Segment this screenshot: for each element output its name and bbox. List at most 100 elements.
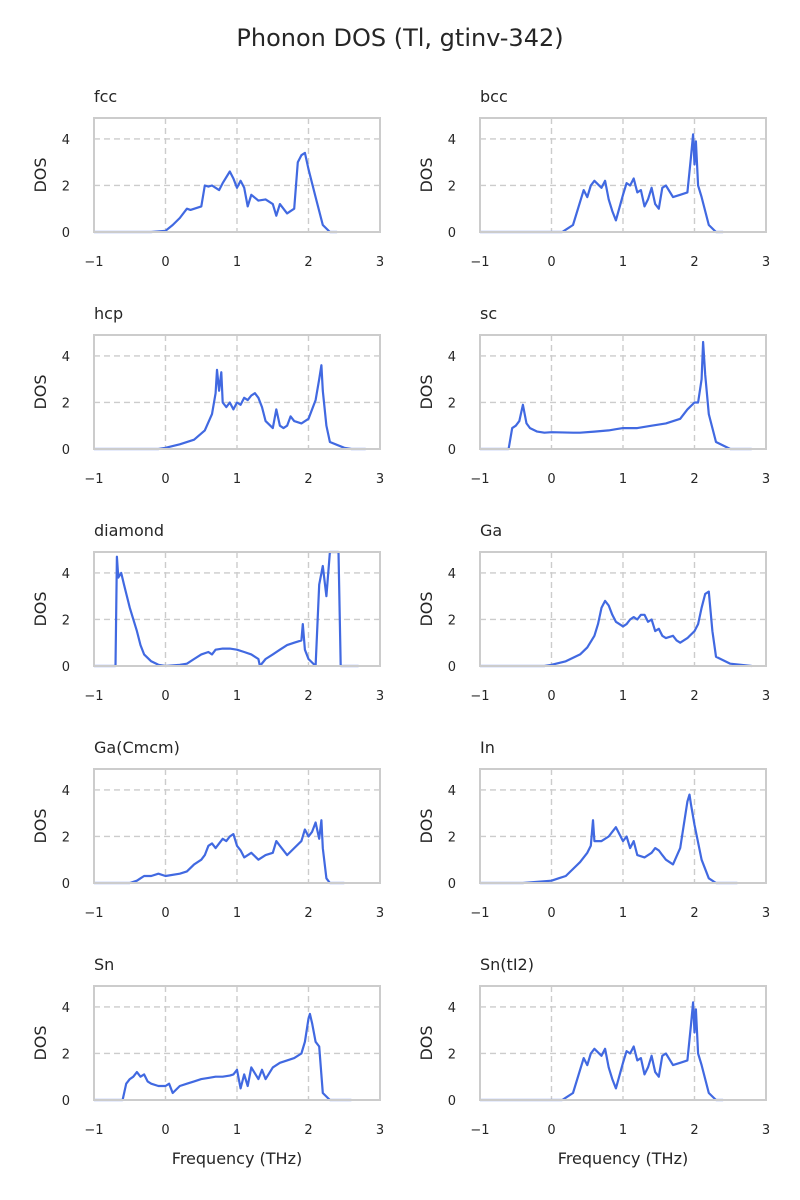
y-axis-label: DOS	[417, 1025, 436, 1060]
x-tick-label: 3	[762, 472, 770, 487]
x-tick-label: 2	[690, 472, 698, 487]
y-axis-label: DOS	[417, 374, 436, 409]
axes-frame	[479, 334, 767, 450]
panel-title: sc	[480, 304, 497, 323]
x-tick-label: −1	[84, 1123, 103, 1138]
y-tick-label: 0	[62, 877, 70, 892]
panel-in: In −1 0 1 2 3 0 2 4 DOS	[417, 738, 770, 921]
x-tick-label: 1	[619, 255, 627, 270]
y-tick-label: 2	[62, 396, 70, 411]
x-tick-label: −1	[84, 472, 103, 487]
panel-ga-cmcm-: Ga(Cmcm) −1 0 1 2 3 0 2 4 DOS	[31, 738, 384, 921]
dos-line	[480, 590, 752, 668]
y-tick-label: 4	[448, 133, 456, 148]
y-tick-label: 0	[448, 226, 456, 241]
dos-line	[94, 151, 338, 234]
y-axis-label: DOS	[31, 374, 50, 409]
dos-line	[480, 340, 752, 451]
x-tick-label: 1	[233, 472, 241, 487]
x-tick-label: 2	[690, 1123, 698, 1138]
x-tick-label: 2	[304, 689, 312, 704]
panel-diamond: diamond −1 0 1 2 3 0 2 4 DOS	[31, 521, 384, 704]
y-tick-label: 2	[62, 179, 70, 194]
x-tick-label: 0	[161, 689, 169, 704]
y-tick-label: 0	[62, 226, 70, 241]
y-axis-label: DOS	[417, 808, 436, 843]
axes-frame	[93, 551, 381, 667]
axes-frame	[479, 551, 767, 667]
panel-grid: fcc −1 0 1 2 3 0 2 4 DOS bcc −1 0 1 2 3 0 2 4 DOS hcp −1 0 1 2 3 0…	[31, 87, 770, 1168]
x-tick-label: 2	[304, 472, 312, 487]
panel-title: In	[480, 738, 495, 757]
dos-line	[480, 133, 724, 234]
y-tick-label: 2	[448, 613, 456, 628]
x-tick-label: 0	[547, 906, 555, 921]
x-tick-label: 3	[762, 255, 770, 270]
x-tick-label: 0	[161, 1123, 169, 1138]
x-tick-label: 0	[161, 255, 169, 270]
panel-sn: Sn −1 0 1 2 3 0 2 4 DOS Frequency (THz)	[31, 955, 384, 1168]
x-tick-label: 2	[690, 689, 698, 704]
y-axis-label: DOS	[31, 808, 50, 843]
dos-line	[94, 1012, 352, 1102]
y-tick-label: 4	[62, 567, 70, 582]
x-tick-label: 1	[233, 689, 241, 704]
panel-hcp: hcp −1 0 1 2 3 0 2 4 DOS	[31, 304, 384, 487]
x-tick-label: −1	[470, 472, 489, 487]
panel-title: bcc	[480, 87, 508, 106]
panel-title: Ga	[480, 521, 502, 540]
y-tick-label: 4	[448, 567, 456, 582]
x-tick-label: 0	[547, 472, 555, 487]
x-tick-label: 1	[233, 1123, 241, 1138]
x-tick-label: 1	[619, 906, 627, 921]
y-tick-label: 4	[448, 784, 456, 799]
y-tick-label: 4	[448, 350, 456, 365]
x-tick-label: 0	[547, 689, 555, 704]
y-tick-label: 2	[62, 1047, 70, 1062]
dos-line	[94, 819, 345, 885]
x-tick-label: 3	[376, 472, 384, 487]
x-tick-label: 2	[304, 1123, 312, 1138]
x-tick-label: 3	[376, 689, 384, 704]
y-tick-label: 4	[62, 1001, 70, 1016]
x-tick-label: 2	[304, 255, 312, 270]
x-tick-label: 3	[376, 255, 384, 270]
panel-title: Ga(Cmcm)	[94, 738, 180, 757]
x-tick-label: −1	[84, 906, 103, 921]
axes-frame	[93, 768, 381, 884]
x-tick-label: −1	[470, 1123, 489, 1138]
panel-title: Sn	[94, 955, 114, 974]
x-tick-label: 3	[376, 906, 384, 921]
x-tick-label: 1	[619, 689, 627, 704]
x-tick-label: −1	[470, 689, 489, 704]
y-tick-label: 2	[448, 830, 456, 845]
x-tick-label: 2	[690, 906, 698, 921]
x-tick-label: −1	[470, 906, 489, 921]
x-tick-label: −1	[470, 255, 489, 270]
x-tick-label: 3	[376, 1123, 384, 1138]
dos-line	[94, 550, 359, 668]
y-tick-label: 2	[448, 396, 456, 411]
axes-frame	[93, 117, 381, 233]
dos-line	[480, 793, 738, 885]
panel-ga: Ga −1 0 1 2 3 0 2 4 DOS	[417, 521, 770, 704]
y-axis-label: DOS	[31, 1025, 50, 1060]
x-tick-label: 0	[161, 472, 169, 487]
panel-fcc: fcc −1 0 1 2 3 0 2 4 DOS	[31, 87, 384, 270]
y-tick-label: 2	[448, 179, 456, 194]
x-tick-label: 3	[762, 689, 770, 704]
x-tick-label: 0	[161, 906, 169, 921]
panel-title: diamond	[94, 521, 164, 540]
panel-sc: sc −1 0 1 2 3 0 2 4 DOS	[417, 304, 770, 487]
axes-frame	[479, 768, 767, 884]
y-axis-label: DOS	[417, 157, 436, 192]
axes-frame	[93, 334, 381, 450]
y-tick-label: 4	[448, 1001, 456, 1016]
y-tick-label: 2	[62, 613, 70, 628]
x-tick-label: 2	[690, 255, 698, 270]
y-tick-label: 0	[62, 1094, 70, 1109]
x-axis-label: Frequency (THz)	[558, 1149, 688, 1168]
y-tick-label: 0	[448, 443, 456, 458]
x-tick-label: 3	[762, 906, 770, 921]
